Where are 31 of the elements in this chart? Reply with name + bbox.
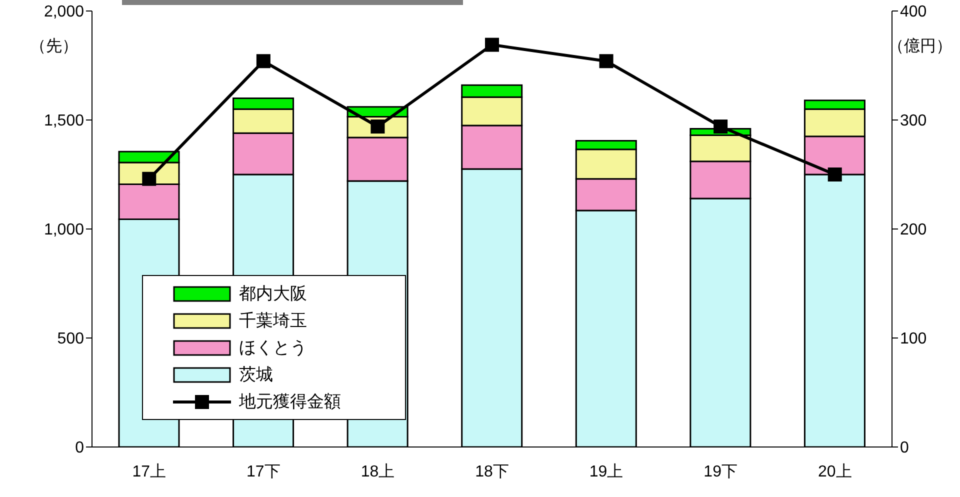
x-tick-label: 18上 — [360, 462, 395, 480]
y2-tick-label: 400 — [900, 4, 927, 21]
x-tick-label: 17下 — [246, 463, 280, 480]
point — [599, 54, 614, 68]
point — [370, 120, 385, 134]
x-tick-label: 18下 — [475, 463, 509, 480]
point — [142, 172, 156, 186]
y-tick-label: 0 — [75, 440, 84, 457]
y-tick-label: 500 — [57, 330, 84, 348]
y-tick-label: 1,500 — [44, 112, 84, 130]
legend-label: 茨城 — [239, 364, 273, 386]
x-tick-label: 19上 — [589, 462, 624, 480]
point — [828, 168, 842, 182]
x-tick-label: 17上 — [132, 462, 166, 480]
point — [485, 38, 499, 52]
point — [256, 54, 270, 68]
point — [714, 120, 728, 134]
legend-label: 地元獲得金額 — [239, 391, 341, 413]
y-axis-title: （先） — [30, 36, 78, 57]
y2-tick-label: 100 — [900, 330, 927, 348]
y2-axis-title: （億円） — [888, 36, 952, 57]
y2-tick-label: 200 — [900, 222, 927, 239]
y-tick-label: 2,000 — [44, 4, 84, 21]
y-tick-label: 1,000 — [44, 222, 84, 239]
y2-tick-label: 300 — [900, 112, 927, 130]
x-tick-label: 19下 — [704, 463, 738, 480]
legend-label: 都内大阪 — [239, 283, 307, 305]
y2-tick-label: 0 — [900, 440, 909, 457]
x-tick-label: 20上 — [818, 462, 852, 480]
legend-label: 千葉埼玉 — [239, 310, 307, 332]
legend-label: ほくとう — [239, 337, 307, 359]
